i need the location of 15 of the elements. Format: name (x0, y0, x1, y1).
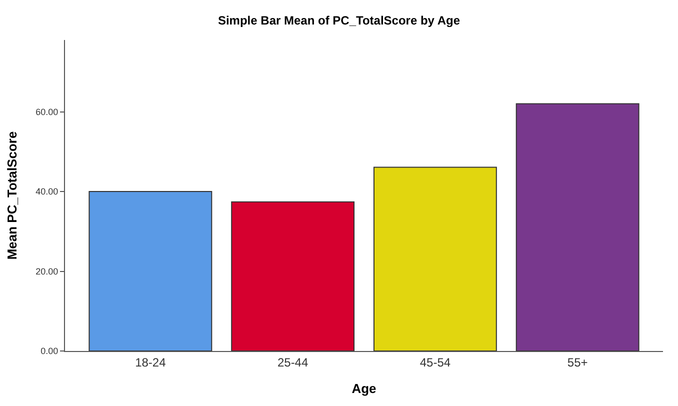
bar (516, 103, 640, 351)
y-tick-label: 40.00 (36, 186, 58, 197)
y-tick-label: 20.00 (36, 266, 58, 276)
bar (373, 166, 497, 351)
x-axis-title: Age (352, 381, 376, 396)
bar (231, 201, 355, 351)
bar (88, 191, 212, 351)
chart-title: Simple Bar Mean of PC_TotalScore by Age (218, 14, 460, 28)
y-axis-title: Mean PC_TotalScore (4, 131, 20, 260)
x-tick-label: 55+ (567, 355, 588, 370)
y-tick-label: 0.00 (40, 346, 58, 356)
x-tick-label: 25-44 (277, 355, 308, 370)
x-tick-label: 45-54 (420, 355, 451, 370)
x-tick-label: 18-24 (135, 355, 166, 370)
y-tick-label: 60.00 (36, 106, 58, 117)
